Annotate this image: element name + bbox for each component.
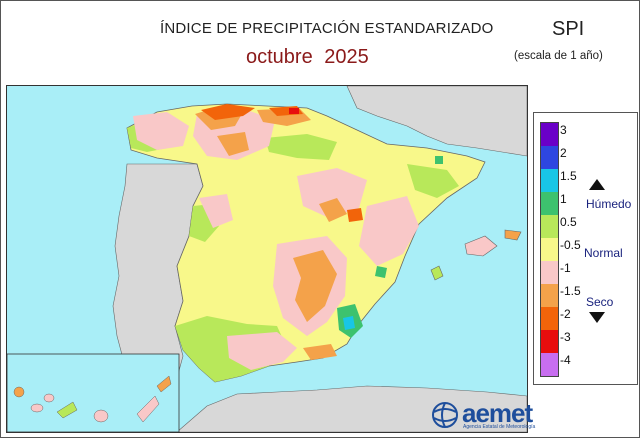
wet-moderate-spot-ne — [435, 156, 443, 164]
dry-severe-north-coast — [201, 104, 255, 120]
legend-swatch-3 — [541, 169, 558, 192]
humid-arrow-icon — [589, 179, 605, 190]
index-name: SPI — [552, 18, 585, 40]
wet-zone-north-center — [265, 134, 337, 160]
wet-zone-northeast — [407, 164, 459, 198]
aemet-globe-icon — [432, 402, 458, 428]
canary-island-lanzarote — [156, 375, 172, 393]
legend-tick: -4 — [560, 353, 571, 367]
canary-island-2 — [30, 403, 44, 413]
legend-swatch-7 — [541, 261, 558, 284]
legend-tick: -0.5 — [560, 238, 581, 252]
dry-zone-west-center — [199, 194, 233, 228]
normal-label: Normal — [584, 246, 623, 260]
legend-swatch-8 — [541, 284, 558, 307]
aemet-wordmark: aemet — [462, 398, 533, 428]
legend-colorbar — [540, 122, 559, 377]
dry-zone-south — [227, 332, 297, 370]
legend-swatch-6 — [541, 238, 558, 261]
legend-tick: 0.5 — [560, 215, 577, 229]
aemet-agency-name: Agencia Estatal de Meteorología — [463, 424, 536, 430]
france-land — [346, 86, 527, 157]
legend-tick: 2 — [560, 146, 567, 160]
dry-arrow-icon — [589, 312, 605, 323]
canary-island-gran-canaria — [93, 409, 109, 423]
humid-label: Húmedo — [586, 197, 632, 211]
legend-tick: -2 — [560, 307, 571, 321]
spi-legend: 3 2 1.5 1 0.5 -0.5 -1 -1.5 -2 -3 -4 Húme… — [533, 112, 638, 385]
wet-moderate-spot-east — [375, 266, 387, 278]
map-title: ÍNDICE DE PRECIPITACIÓN ESTANDARIZADO — [160, 20, 494, 37]
spi-map — [6, 85, 528, 433]
dry-zone-galicia — [133, 112, 189, 150]
legend-swatch-10 — [541, 330, 558, 353]
legend-tick: 3 — [560, 123, 567, 137]
legend-swatch-4 — [541, 192, 558, 215]
wet-high-spot — [343, 316, 355, 330]
menorca-island — [504, 229, 522, 241]
scale-note: (escala de 1 año) — [514, 50, 603, 62]
legend-swatch-1 — [541, 123, 558, 146]
canary-island-fuerteventura — [136, 395, 160, 423]
dry-zone-center-north — [297, 168, 367, 218]
map-svg — [7, 86, 527, 432]
legend-tick: 1 — [560, 192, 567, 206]
legend-tick: -1 — [560, 261, 571, 275]
ibiza-island — [430, 265, 444, 281]
mallorca-island — [464, 235, 498, 257]
canary-island-1 — [13, 386, 25, 398]
dry-severe-spot-center — [347, 208, 363, 222]
dry-extreme-spot — [289, 108, 299, 114]
legend-swatch-9 — [541, 307, 558, 330]
map-period: octubre 2025 — [246, 46, 369, 68]
legend-tick: -1.5 — [560, 284, 581, 298]
canary-inset-box — [7, 353, 180, 432]
legend-tick: -3 — [560, 330, 571, 344]
legend-swatch-5 — [541, 215, 558, 238]
dry-moderate-south-coast — [303, 344, 337, 360]
legend-swatch-2 — [541, 146, 558, 169]
dry-moderate-center-north — [319, 198, 347, 222]
aemet-logo: aemet Agencia Estatal de Meteorología — [430, 398, 535, 432]
canary-island-3 — [43, 393, 55, 403]
dry-label: Seco — [586, 295, 614, 309]
dry-moderate-center — [293, 250, 337, 322]
legend-swatch-11 — [541, 353, 558, 376]
canary-island-tenerife — [56, 401, 78, 419]
dry-moderate-north-interior — [217, 132, 249, 156]
dry-zone-east — [359, 196, 419, 266]
legend-tick: 1.5 — [560, 169, 577, 183]
